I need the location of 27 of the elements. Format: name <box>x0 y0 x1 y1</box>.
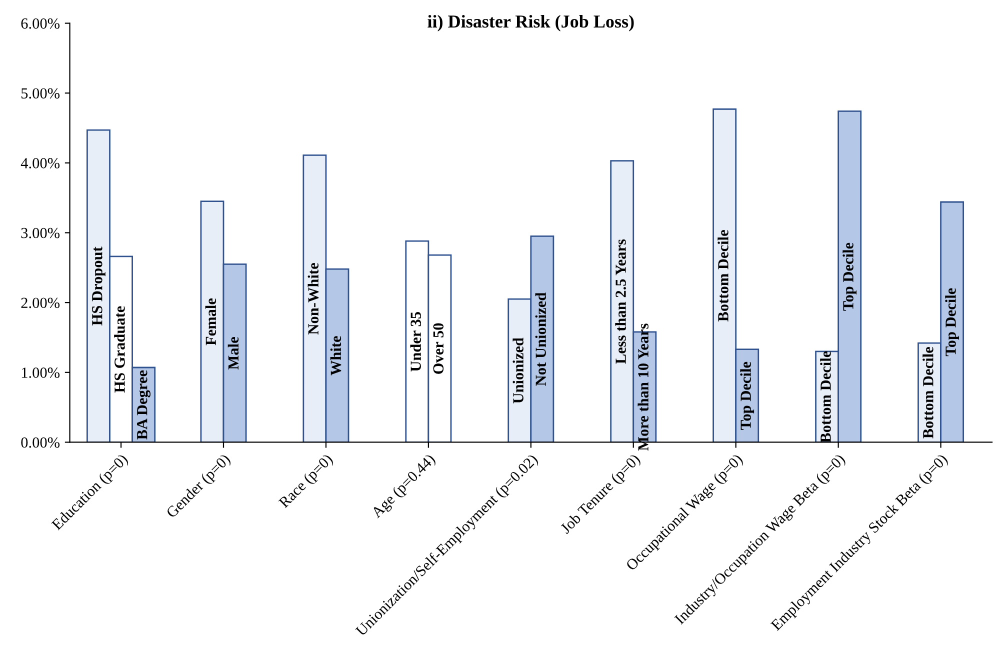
data-label: Bottom Decile <box>718 230 728 322</box>
data-label: HS Dropout <box>92 246 106 326</box>
y-tick-label: 4.00% <box>20 158 60 168</box>
data-label: Non-White <box>308 263 319 334</box>
data-label: HS Graduate <box>114 306 125 393</box>
y-tick-label: 5.00% <box>21 88 60 99</box>
data-label: Less than 2.5 Years <box>615 239 626 364</box>
data-label: Bottom Decile <box>922 347 934 438</box>
data-label: Top Decile <box>740 362 754 430</box>
y-tick-label: 0.00% <box>21 437 60 448</box>
data-label: Bottom Decile <box>820 351 831 443</box>
data-label: Top Decile <box>842 242 857 311</box>
data-label: BA Degree <box>137 370 150 440</box>
y-tick-label: 3.00% <box>21 228 60 238</box>
data-label: Over 50 <box>433 323 444 374</box>
data-label: Male <box>228 337 239 370</box>
y-tick-label: 2.00% <box>21 298 60 308</box>
data-label: Female <box>205 298 216 346</box>
data-label: More than 10 Years <box>638 324 648 451</box>
data-label: Under 35 <box>410 312 421 372</box>
data-label: Top Decile <box>945 288 959 356</box>
data-label: Unionized <box>512 338 524 404</box>
data-label: White <box>330 336 342 376</box>
y-tick-label: 1.00% <box>22 368 60 378</box>
data-label: Not Unionized <box>535 292 546 386</box>
y-tick-label: 6.00% <box>21 18 60 29</box>
chart-title: ii) Disaster Risk (Job Loss) <box>428 14 634 32</box>
